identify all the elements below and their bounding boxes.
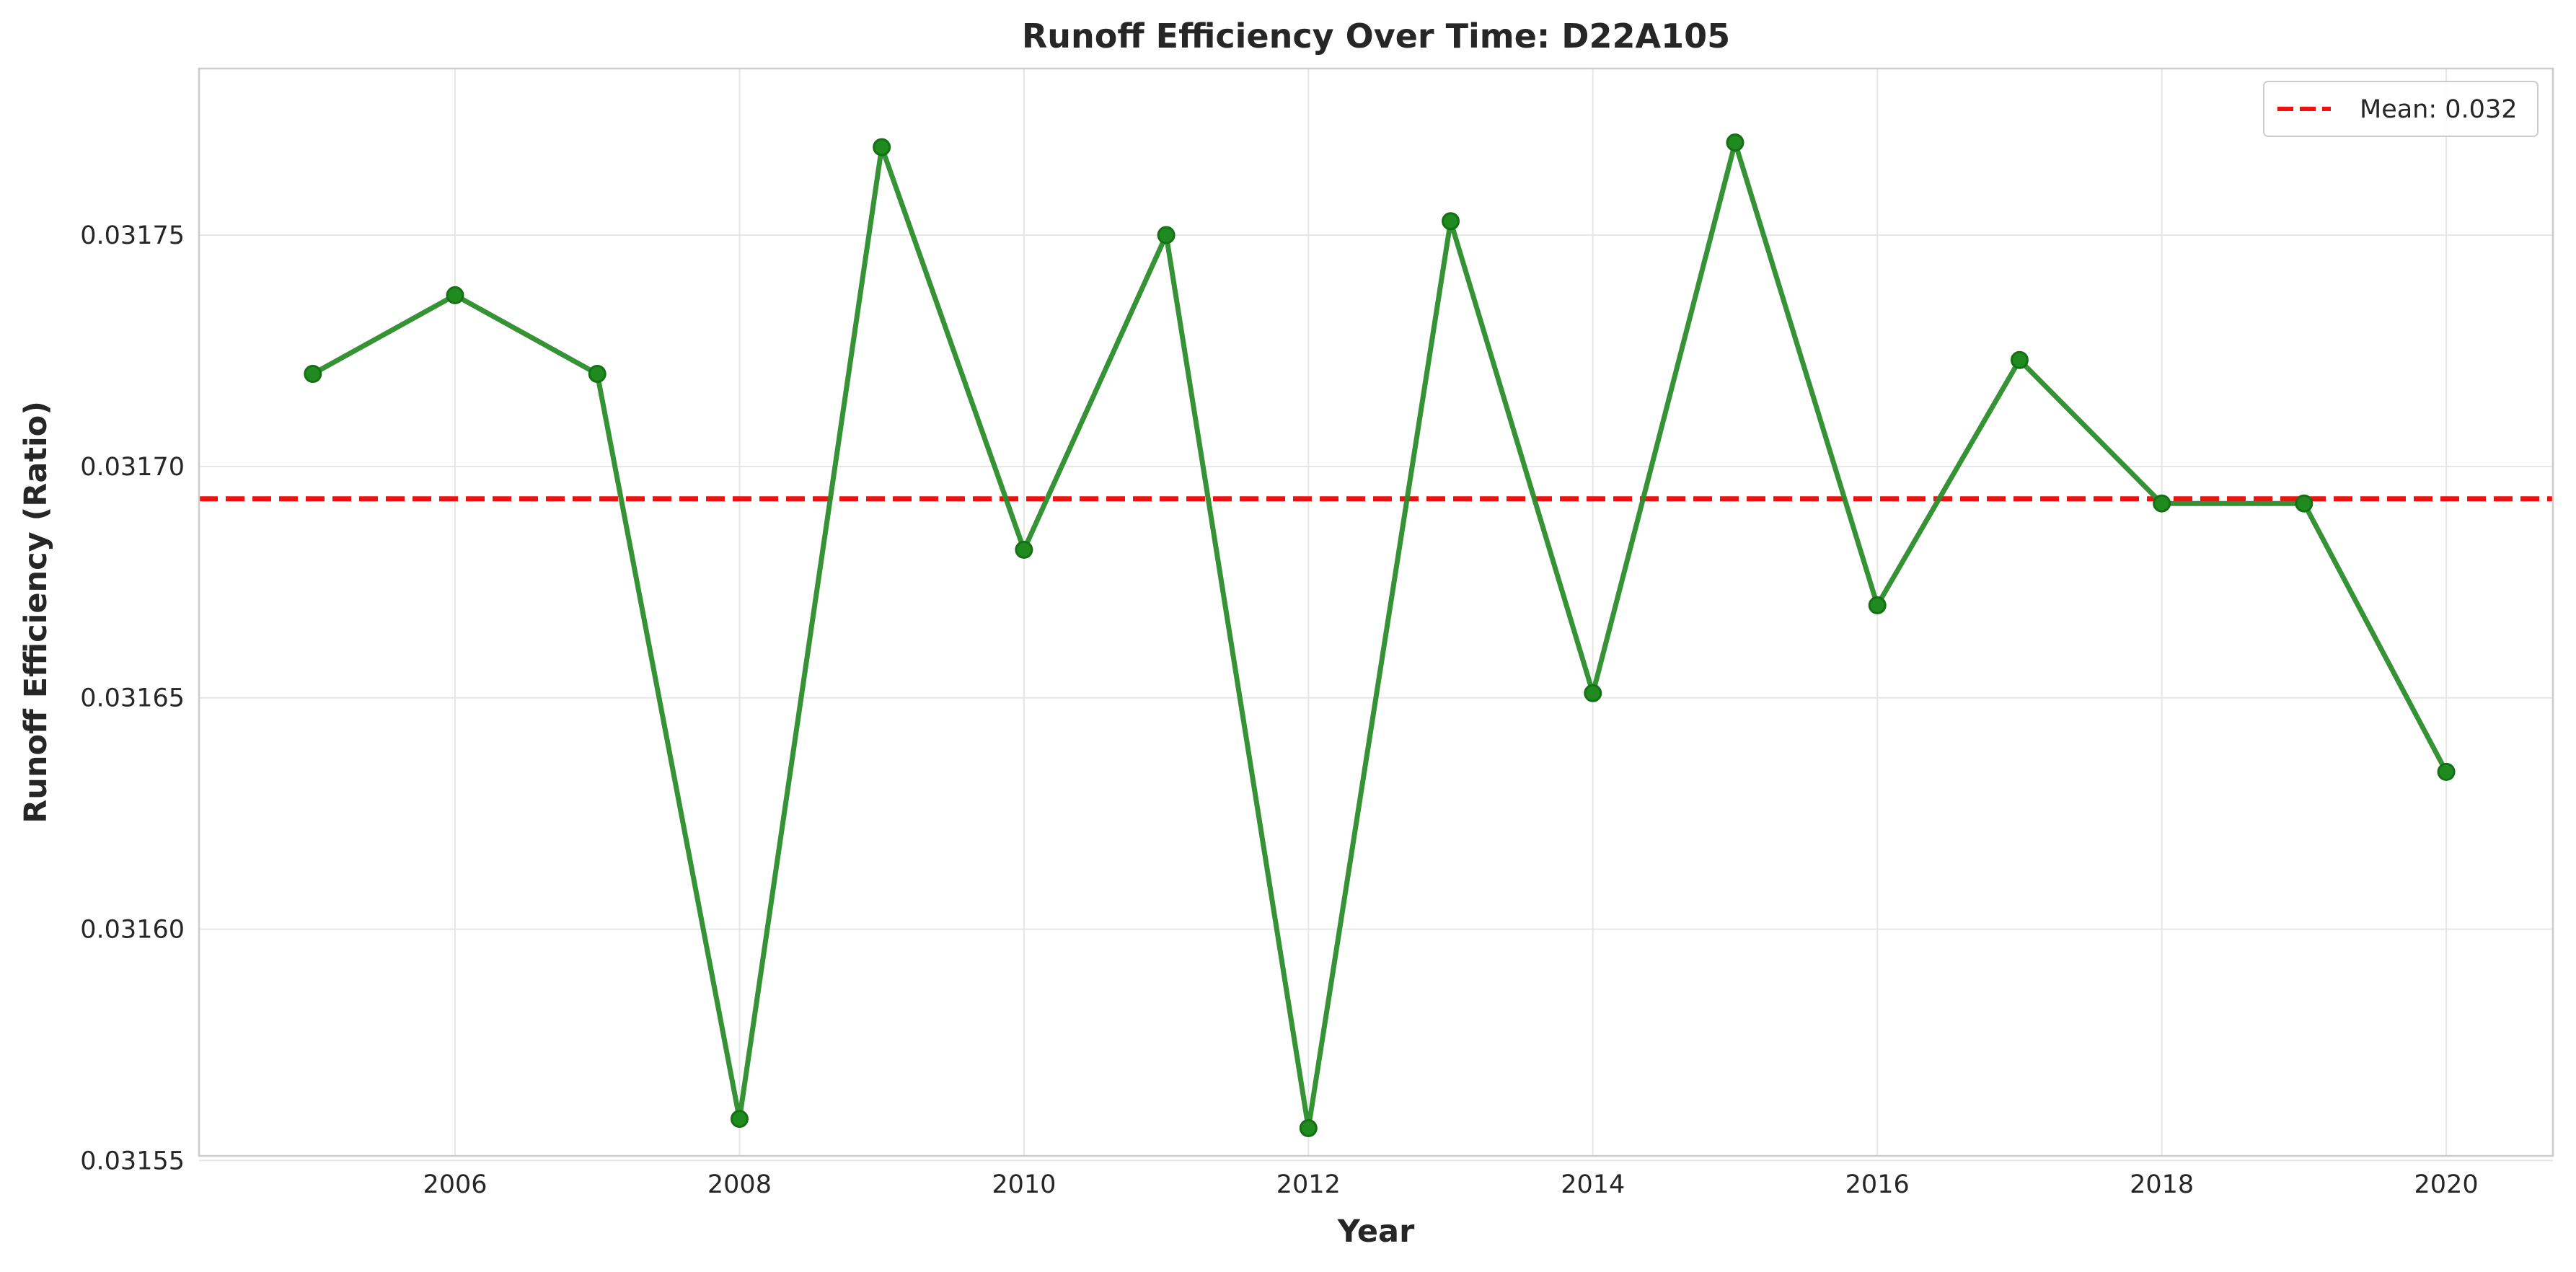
x-tick-label: 2006 <box>423 1170 487 1199</box>
data-point <box>2153 494 2171 513</box>
series-group <box>304 133 2456 1137</box>
x-axis-label: Year <box>1337 1214 1415 1250</box>
x-tick-label: 2012 <box>1276 1170 1341 1199</box>
data-point <box>1442 212 1460 231</box>
x-tick-label: 2016 <box>1845 1170 1910 1199</box>
legend-mean-label: Mean: 0.032 <box>2360 95 2517 124</box>
y-tick-label: 0.03165 <box>80 684 185 713</box>
data-point <box>2010 350 2029 369</box>
data-point <box>1584 684 1602 702</box>
data-point <box>1726 133 1744 152</box>
data-point <box>873 138 891 156</box>
x-tick-label: 2008 <box>707 1170 772 1199</box>
x-tick-label: 2014 <box>1561 1170 1625 1199</box>
data-point <box>304 365 322 384</box>
data-point <box>1157 226 1175 244</box>
x-tick-label: 2010 <box>992 1170 1056 1199</box>
y-tick-label: 0.03160 <box>80 916 185 945</box>
x-tick-labels: 2006 2008 2010 2012 2014 2016 2018 2020 <box>423 1170 2478 1199</box>
y-tick-label: 0.03170 <box>80 453 185 482</box>
chart-title: Runoff Efficiency Over Time: D22A105 <box>1022 17 1730 56</box>
x-tick-label: 2018 <box>2130 1170 2194 1199</box>
data-point <box>446 286 464 304</box>
legend-box <box>2263 81 2538 137</box>
data-point <box>1299 1118 1318 1137</box>
plot-frame <box>198 67 2554 1157</box>
y-tick-labels: 0.03155 0.03160 0.03165 0.03170 0.03175 <box>80 221 185 1175</box>
data-point <box>1015 540 1033 559</box>
x-tick-label: 2020 <box>2414 1170 2479 1199</box>
y-gridlines <box>199 234 2553 1162</box>
data-point <box>588 365 606 384</box>
data-point <box>2437 762 2456 781</box>
y-tick-label: 0.03155 <box>80 1147 185 1175</box>
data-point <box>2295 494 2313 513</box>
y-tick-label: 0.03175 <box>80 221 185 250</box>
data-point <box>1868 596 1887 614</box>
legend: Mean: 0.032 <box>2263 81 2538 137</box>
series-line <box>312 140 2449 1131</box>
y-axis-label: Runoff Efficiency (Ratio) <box>18 401 54 823</box>
data-point <box>730 1110 749 1129</box>
